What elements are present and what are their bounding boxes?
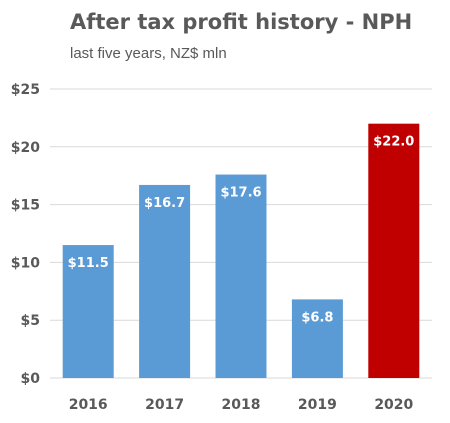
bar-2017: [139, 184, 191, 378]
bar-2016: [62, 245, 114, 378]
data-label-2017: $16.7: [144, 196, 185, 211]
x-tick-label-2016: 2016: [69, 397, 108, 413]
bar-2020: [368, 123, 420, 379]
chart-subtitle: last five years, NZ$ mln: [70, 45, 227, 62]
y-tick-label-5: $25: [11, 82, 40, 98]
chart-title: After tax profit history - NPH: [70, 10, 413, 34]
x-tick-label-2019: 2019: [298, 397, 337, 413]
y-tick-label-2: $10: [11, 255, 40, 271]
bar-2018: [215, 174, 267, 378]
y-tick-label-4: $20: [11, 140, 40, 156]
y-tick-label-3: $15: [11, 198, 40, 214]
x-tick-label-2017: 2017: [145, 397, 184, 413]
bar-2019: [291, 299, 343, 378]
data-label-2018: $17.6: [220, 186, 261, 201]
y-tick-label-1: $5: [21, 313, 40, 329]
data-label-2016: $11.5: [68, 256, 109, 271]
y-tick-label-0: $0: [21, 371, 41, 387]
data-label-2020: $22.0: [373, 135, 414, 150]
data-label-2019: $6.8: [301, 310, 333, 325]
x-tick-label-2020: 2020: [374, 397, 413, 413]
x-tick-label-2018: 2018: [222, 397, 261, 413]
